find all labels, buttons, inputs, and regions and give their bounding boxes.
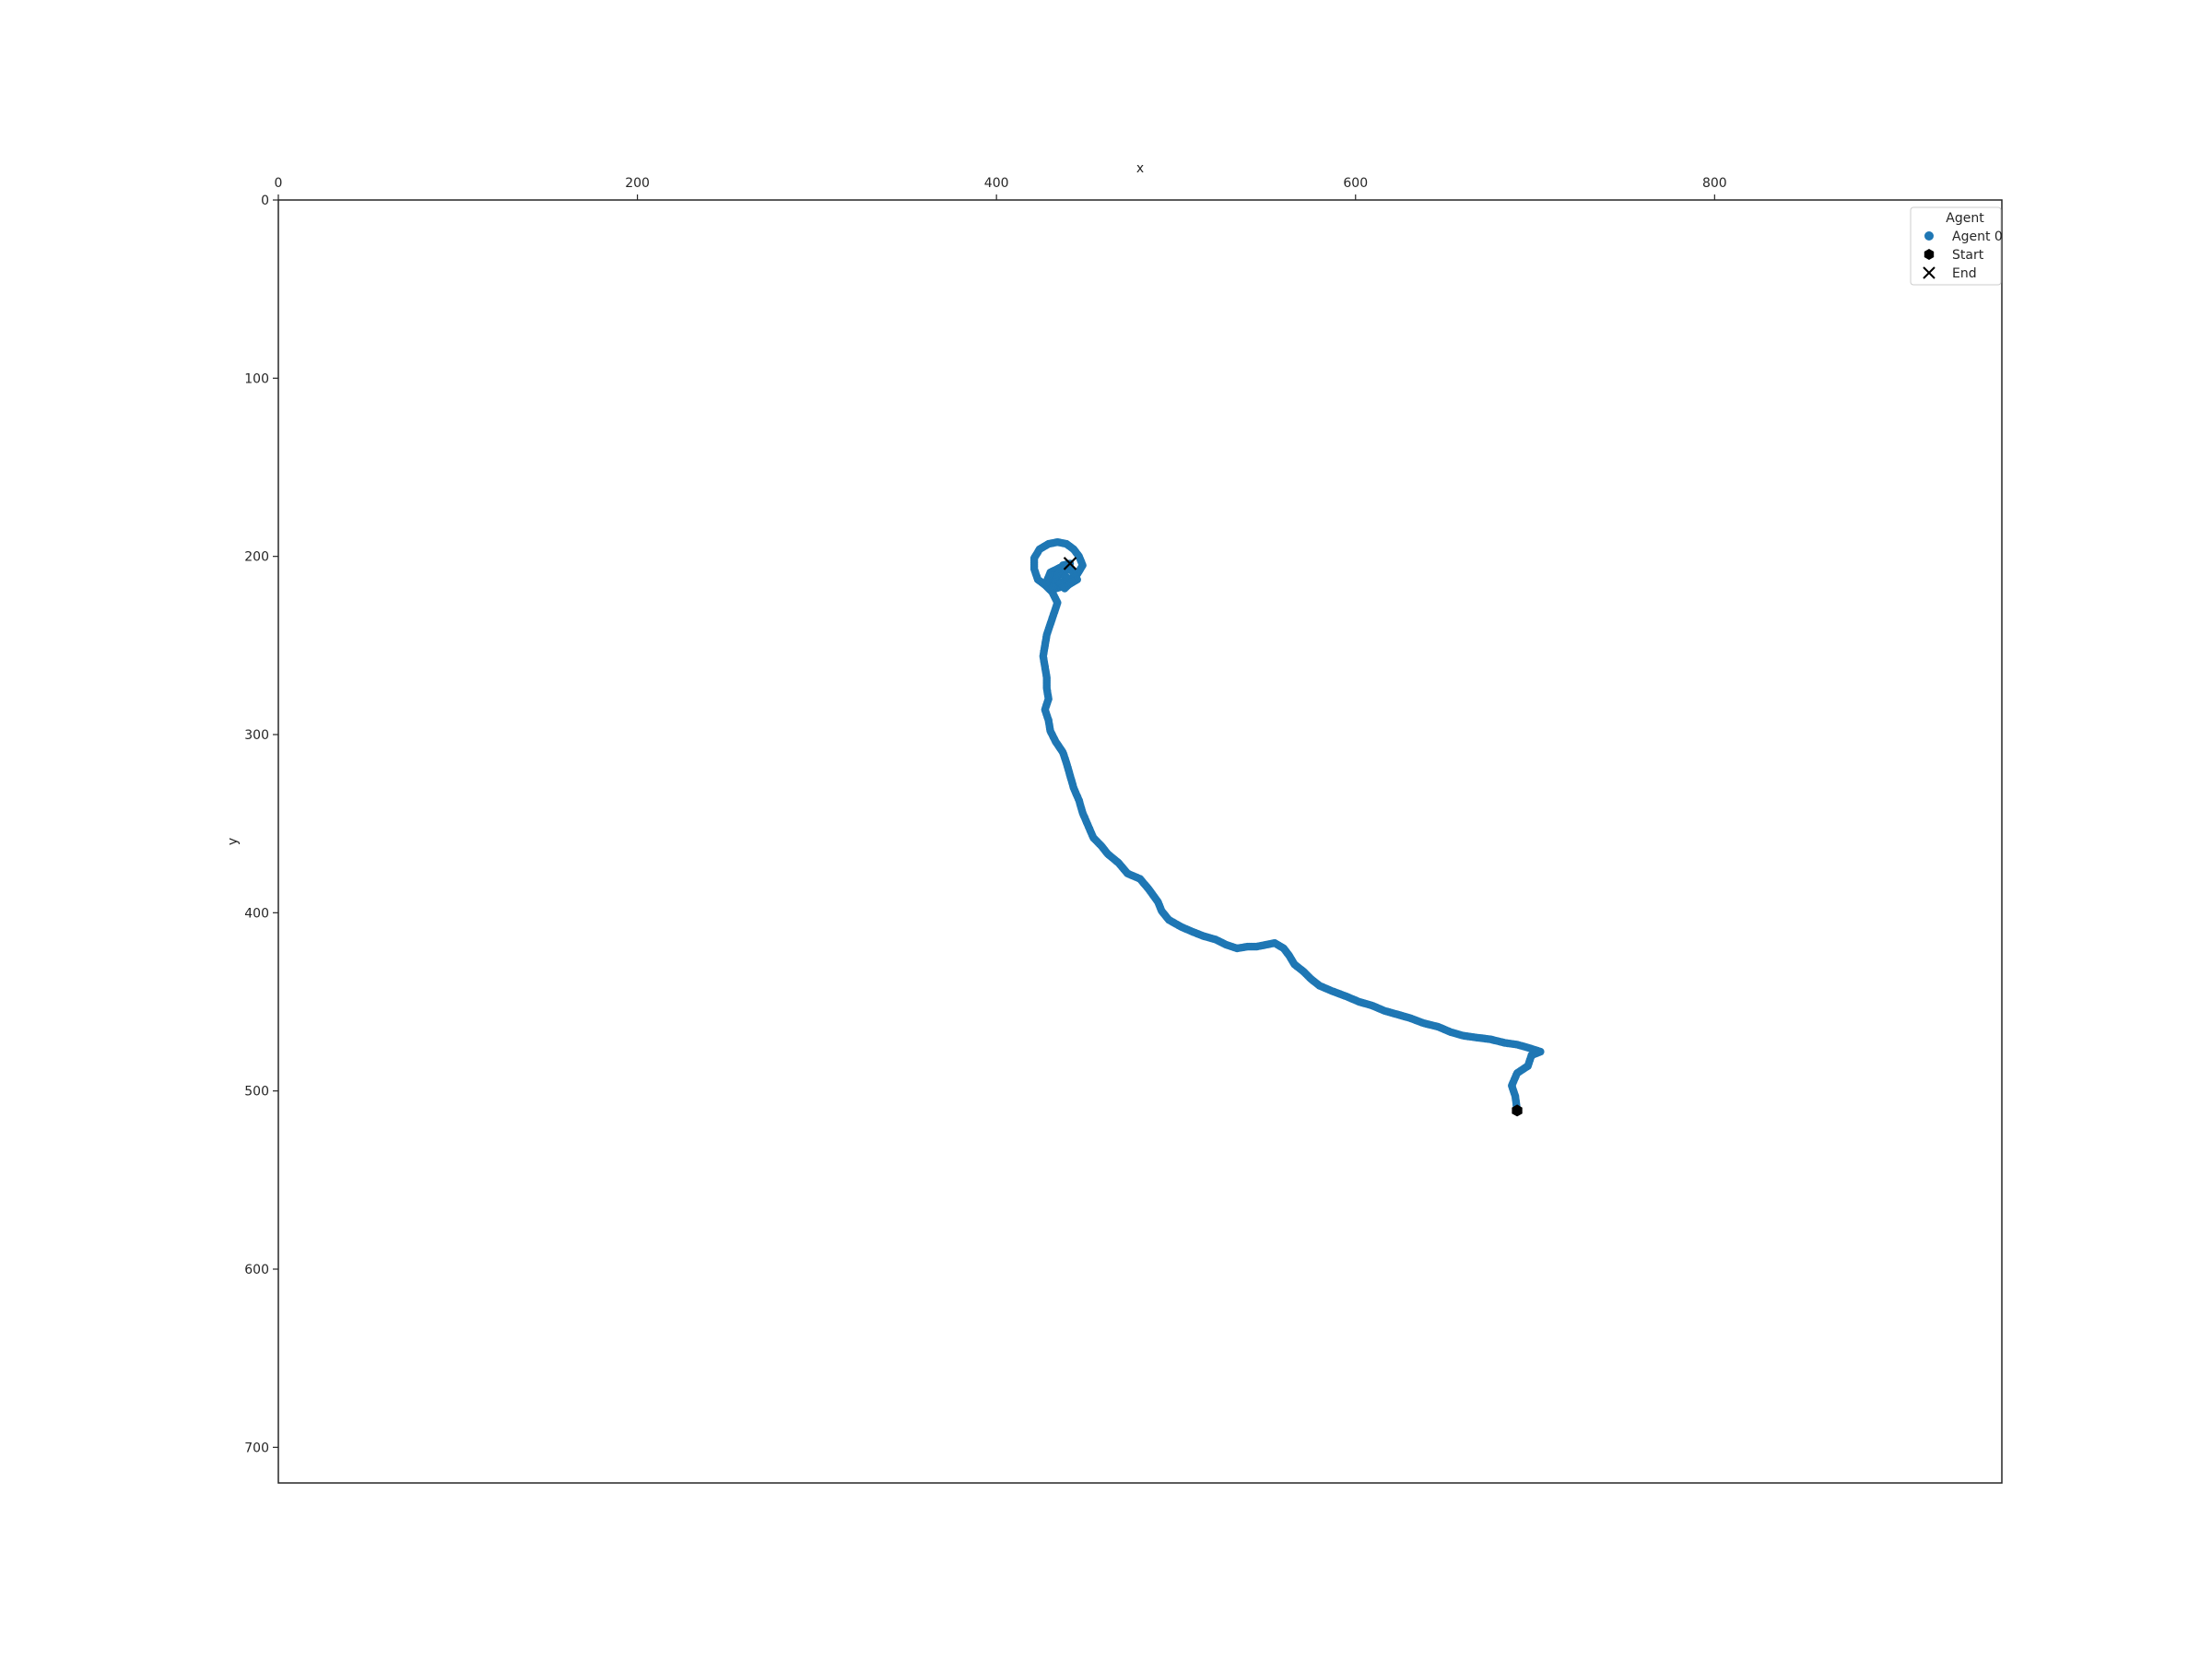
y-tick-label: 500 (244, 1085, 269, 1100)
x-tick-label: 0 (275, 176, 283, 191)
legend-label: Agent 0 (1952, 229, 2003, 244)
x-axis: 0 200 400 600 800 (275, 176, 1727, 200)
y-axis: 0 100 200 300 400 500 600 700 (244, 194, 278, 1455)
x-tick-label: 200 (625, 176, 650, 191)
legend-entries: Agent 0 Start End (1923, 229, 2003, 281)
legend-label: Start (1952, 248, 1984, 263)
y-tick-label: 600 (244, 1263, 269, 1277)
start-marker (1512, 1104, 1523, 1117)
y-tick-label: 0 (261, 194, 269, 208)
x-tick-label: 800 (1702, 176, 1727, 191)
legend-title: Agent (1946, 211, 1984, 226)
y-tick-label: 200 (244, 550, 269, 565)
legend: Agent Agent 0 Start End (1910, 206, 2003, 286)
plot-frame (277, 199, 2003, 1484)
end-marker (1063, 557, 1077, 571)
x-tick-label: 600 (1343, 176, 1368, 191)
y-tick-label: 300 (244, 728, 269, 743)
y-tick-label: 700 (244, 1441, 269, 1455)
y-axis-label: y (226, 838, 241, 845)
legend-marker-agent-0 (1924, 231, 1934, 241)
series-agent-0 (1030, 538, 1545, 1115)
legend-marker-end-stroke (1923, 266, 1936, 279)
legend-marker-end (1923, 266, 1936, 279)
y-tick-label: 100 (244, 371, 269, 386)
plot-area (1030, 538, 1545, 1117)
x-tick-label: 400 (984, 176, 1009, 191)
legend-label: End (1952, 266, 1977, 281)
legend-frame (1910, 206, 2002, 286)
y-tick-label: 400 (244, 906, 269, 921)
end-marker-stroke (1063, 557, 1077, 571)
x-axis-label: x (1136, 161, 1144, 176)
legend-marker-start (1924, 249, 1935, 260)
